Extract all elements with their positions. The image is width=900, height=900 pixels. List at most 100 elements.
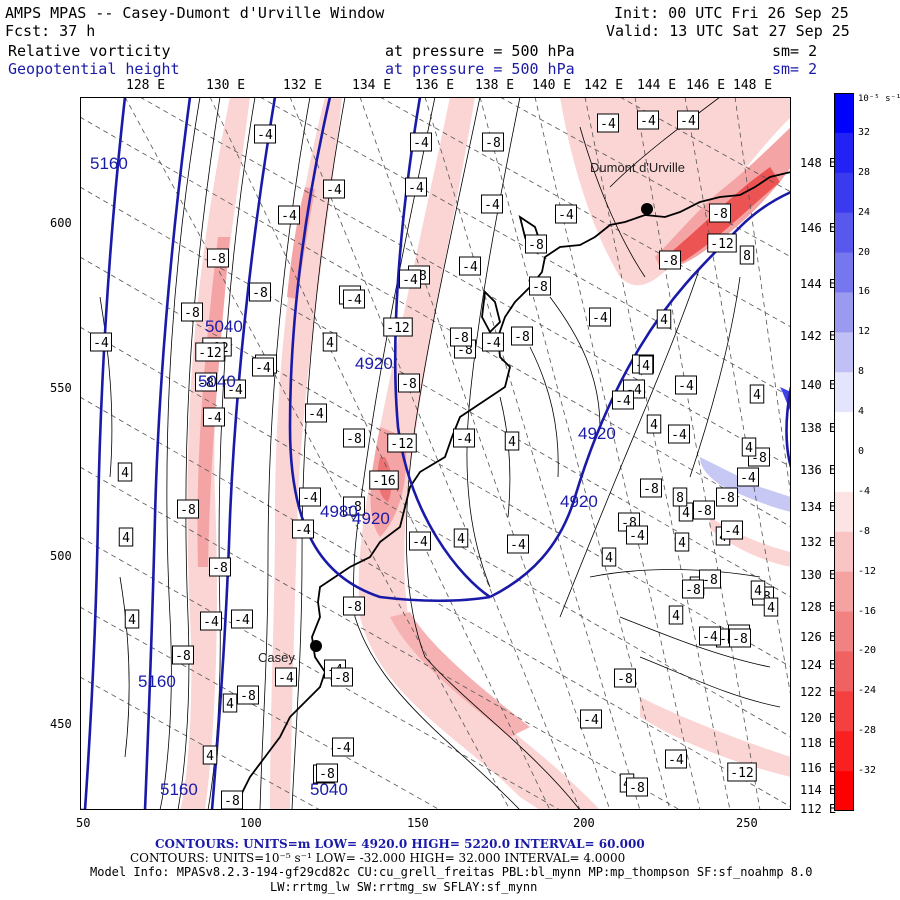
svg-text:-4: -4 — [462, 260, 478, 275]
lon-label: 148 E — [733, 78, 773, 93]
colorbar-tick-label: -20 — [858, 645, 877, 657]
vorticity-contour-label: -8 — [614, 668, 636, 688]
svg-text:-4: -4 — [255, 361, 271, 376]
vorticity-contour-label: 4 — [117, 462, 133, 482]
right-lon-label: 118 E — [800, 736, 837, 750]
lon-label: 130 E — [206, 78, 246, 93]
colorbar-swatch — [834, 172, 854, 214]
svg-text:4: 4 — [745, 441, 753, 456]
colorbar-swatch — [834, 611, 854, 652]
svg-text:-4: -4 — [702, 630, 718, 645]
vorticity-contour-label: -12 — [383, 317, 413, 337]
height-contour-label: 4920 — [352, 509, 390, 528]
vorticity-contour-label: -4 — [665, 749, 687, 769]
svg-text:-4: -4 — [600, 117, 616, 132]
svg-text:-4: -4 — [558, 208, 574, 223]
station-markers: Dumont d'Urville Casey — [258, 160, 685, 665]
colorbar-tick-label: 12 — [858, 326, 871, 338]
svg-text:4: 4 — [128, 613, 136, 628]
svg-text:4: 4 — [206, 749, 214, 764]
init-time: Init: 00 UTC Fri 26 Sep 25 — [614, 4, 849, 22]
svg-text:-8: -8 — [617, 672, 633, 687]
svg-text:-12: -12 — [198, 346, 221, 361]
svg-text:-8: -8 — [532, 280, 548, 295]
lon-label: 142 E — [584, 78, 624, 93]
y-tick: 550 — [50, 381, 72, 395]
vorticity-contour-label: -4 — [481, 194, 503, 214]
vorticity-contour-label: -4 — [200, 611, 222, 631]
svg-text:4: 4 — [605, 551, 613, 566]
vorticity-contour-label: -8 — [207, 248, 229, 268]
vorticity-contour-label: 4 — [202, 745, 218, 765]
lat-lon-grid — [80, 97, 791, 810]
vorticity-contour-label: -8 — [195, 372, 217, 392]
svg-text:-4: -4 — [484, 198, 500, 213]
vorticity-contour-label: -8 — [221, 790, 243, 810]
vorticity-contour-label: 4 — [638, 355, 654, 375]
y-tick: 500 — [50, 549, 72, 563]
svg-text:-4: -4 — [592, 311, 608, 326]
colorbar-swatch — [834, 332, 854, 373]
height-contour-info: CONTOURS: UNITS=m LOW= 4920.0 HIGH= 5220… — [155, 837, 645, 851]
svg-text:4: 4 — [457, 532, 465, 547]
vorticity-contour-label: -4 — [224, 379, 246, 399]
physics-info: LW:rrtmg_lw SW:rrtmg_sw SFLAY:sf_mynn — [270, 880, 538, 894]
colorbar-swatch — [834, 491, 854, 533]
vorticity-contour-label: -8 — [511, 326, 533, 346]
vorticity-contour-label: -8 — [682, 579, 704, 599]
dumont-durville-marker — [641, 203, 653, 215]
svg-text:-8: -8 — [346, 500, 362, 515]
vorticity-contour-label: -4 — [699, 626, 721, 646]
colorbar-tick-label: -8 — [858, 525, 871, 537]
vorticity-contour-label: 8 — [739, 245, 755, 265]
svg-text:4: 4 — [121, 466, 129, 481]
svg-text:-8: -8 — [184, 306, 200, 321]
vorticity-contour-label: -4 — [231, 609, 253, 629]
colorbar-tick-label: 20 — [858, 246, 871, 258]
lon-label: 140 E — [532, 78, 572, 93]
x-tick: 50 — [76, 816, 91, 830]
right-lon-label: 134 E — [800, 500, 837, 514]
colorbar-tick-label: -28 — [858, 725, 877, 737]
vorticity-contour-label: 4 — [124, 609, 140, 629]
vorticity-contour-label: -8 — [343, 428, 365, 448]
vorticity-contour-info: CONTOURS: UNITS=10⁻⁵ s⁻¹ LOW= -32.000 HI… — [130, 851, 626, 865]
lon-label: 144 E — [637, 78, 677, 93]
vorticity-contour-label: -8 — [693, 500, 715, 520]
svg-text:-4: -4 — [485, 336, 501, 351]
svg-text:-4: -4 — [740, 471, 756, 486]
colorbar-swatch — [834, 93, 854, 134]
svg-text:-4: -4 — [203, 615, 219, 630]
svg-text:-8: -8 — [212, 561, 228, 576]
svg-text:-4: -4 — [281, 209, 297, 224]
y-tick: 600 — [50, 216, 72, 230]
vorticity-contour-label: -4 — [637, 110, 659, 130]
svg-text:-12: -12 — [390, 437, 413, 452]
colorbar-swatch — [834, 571, 854, 613]
vorticity-contour-label: -4 — [252, 357, 274, 377]
svg-text:-8: -8 — [453, 331, 469, 346]
vorticity-contour-label: -4 — [203, 407, 225, 427]
svg-text:-4: -4 — [227, 383, 243, 398]
svg-text:-4: -4 — [302, 491, 318, 506]
vorticity-contour-label: -4 — [507, 534, 529, 554]
vorticity-contour-label: -16 — [369, 470, 399, 490]
map-panel: -4-4-4-4-4-8-4-4-4-4-8-4-4-8-8-8-4-8-8-4… — [80, 97, 791, 810]
vorticity-contour-label: 8 — [672, 487, 688, 507]
colorbar-tick-label: 28 — [858, 166, 871, 178]
colorbar-swatch — [834, 292, 854, 333]
colorbar-tick-label: 0 — [858, 446, 865, 457]
right-lon-label: 148 E — [800, 156, 837, 170]
vorticity-contour-label: -8 — [529, 276, 551, 296]
lon-label: 128 E — [126, 78, 166, 93]
svg-text:-8: -8 — [643, 482, 659, 497]
svg-text:-4: -4 — [412, 535, 428, 550]
height-contour-label: 5160 — [138, 672, 176, 691]
svg-text:-8: -8 — [457, 343, 473, 358]
vorticity-contour-label: -4 — [299, 487, 321, 507]
vorticity-contour-label: -8 — [626, 777, 648, 797]
colorbar-swatch — [834, 412, 854, 453]
colorbar-tick-label: 16 — [858, 286, 871, 298]
vorticity-contour-label: -8 — [331, 667, 353, 687]
height-contour-label: 5160 — [160, 780, 198, 799]
